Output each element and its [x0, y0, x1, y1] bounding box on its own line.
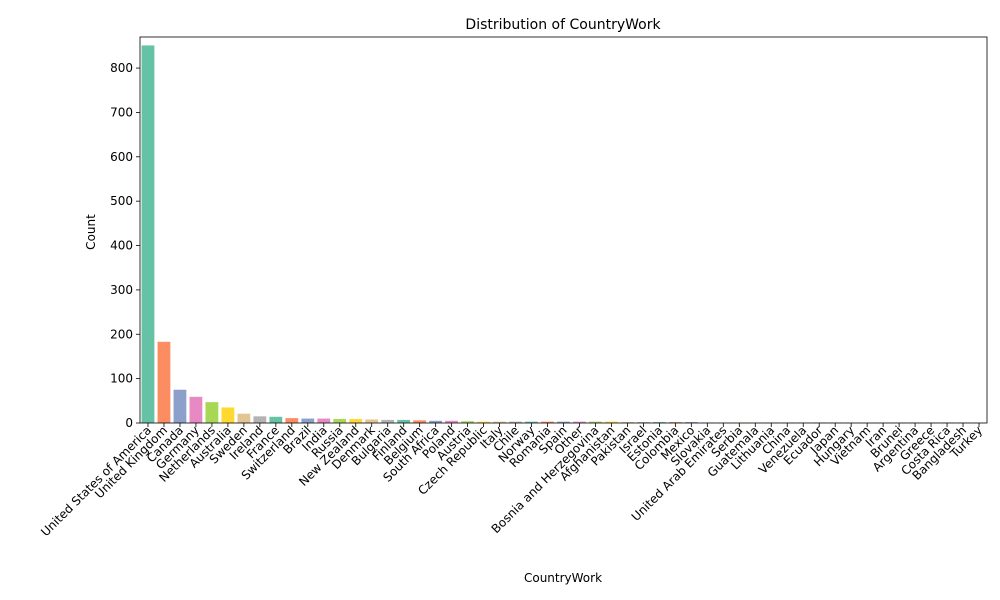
bar [173, 389, 187, 423]
bar [365, 419, 379, 423]
x-axis-label: CountryWork [524, 571, 602, 585]
y-tick-label: 500 [110, 194, 133, 208]
y-tick-label: 0 [125, 416, 133, 430]
bar [605, 421, 618, 423]
bar [684, 422, 698, 423]
bar [668, 422, 682, 423]
bar [621, 422, 634, 423]
bar [413, 420, 427, 423]
x-tick-label: United States of America [38, 423, 154, 539]
y-tick-label: 600 [110, 150, 133, 164]
bar [381, 419, 395, 423]
bar [189, 396, 203, 423]
bar [397, 419, 411, 423]
bar [652, 422, 666, 423]
y-axis-label: Count [84, 214, 98, 250]
bar [269, 416, 283, 423]
bar [557, 421, 570, 423]
bar [637, 422, 650, 423]
bar [525, 421, 538, 423]
bar [573, 421, 586, 423]
bar [493, 421, 506, 423]
y-tick-label: 700 [110, 105, 133, 119]
bar [333, 419, 347, 423]
bar [317, 418, 331, 423]
bar [253, 416, 267, 423]
bar [541, 421, 554, 423]
bar [589, 421, 602, 423]
bar [205, 402, 219, 423]
bar [461, 421, 474, 423]
y-tick-label: 800 [110, 61, 133, 75]
bar [157, 341, 171, 423]
bar [477, 421, 490, 423]
chart-title: Distribution of CountryWork [465, 17, 661, 33]
bar [285, 418, 299, 423]
bar [221, 407, 235, 423]
y-tick-label: 100 [110, 372, 133, 386]
bar [429, 420, 443, 423]
bar [237, 413, 251, 423]
y-tick-label: 400 [110, 239, 133, 253]
axes-frame [139, 36, 988, 424]
bar [141, 45, 155, 424]
y-tick-label: 300 [110, 283, 133, 297]
bar [445, 420, 459, 423]
bar [301, 418, 315, 423]
bar [349, 419, 363, 423]
y-tick-label: 200 [110, 327, 133, 341]
plot-area: 0 100 200 300 400 500 600 700 800 United States o… [38, 36, 988, 539]
bar [509, 421, 522, 423]
